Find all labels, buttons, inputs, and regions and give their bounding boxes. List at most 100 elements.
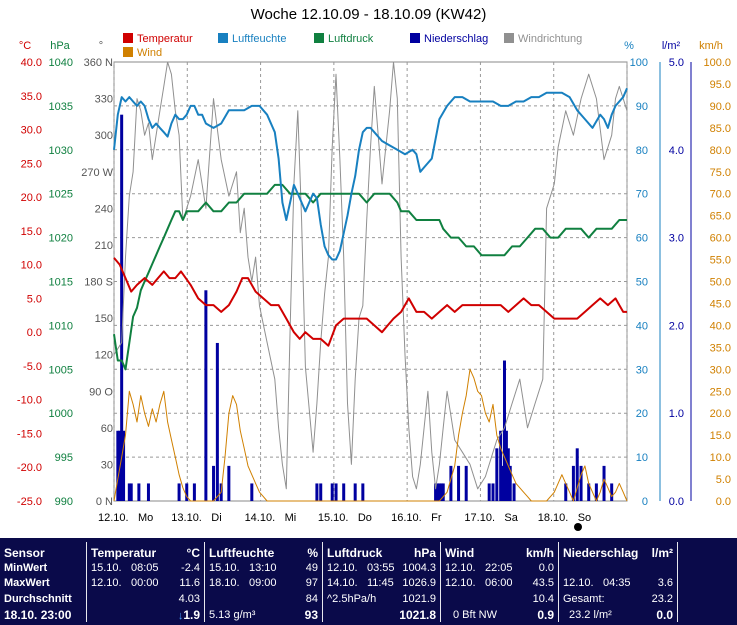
rain-bar xyxy=(334,483,338,501)
pressure-title: Luftdruck xyxy=(327,546,383,560)
rain-axis-tick: 1.0 xyxy=(669,408,684,420)
rain-axis-tick: 4.0 xyxy=(669,145,684,157)
rain-bar xyxy=(146,483,150,501)
wind-axis-tick: 30.0 xyxy=(710,364,731,376)
humidity-axis-tick: 20 xyxy=(636,408,648,420)
temperature-title: Temperatur xyxy=(91,546,157,560)
direction-axis-tick: 180 S xyxy=(84,277,113,289)
moon-icon xyxy=(574,523,582,531)
direction-axis-tick: 0 N xyxy=(96,496,113,508)
temperature-unit: °C xyxy=(186,546,200,560)
rain-bar xyxy=(610,483,614,501)
rain-bar xyxy=(122,430,126,501)
temperature-column: Temperatur °C 15.10. 08:05 -2.4 12.10. 00:00… xyxy=(87,538,204,625)
direction-axis-tick: 150 xyxy=(95,313,113,325)
rain-bar xyxy=(495,448,499,501)
wind-axis-tick: 20.0 xyxy=(710,408,731,420)
temperature-max-time: 00:00 xyxy=(131,577,159,589)
temperature-min-date: 15.10. xyxy=(91,562,122,574)
temperature-axis-tick: 0.0 xyxy=(27,327,42,339)
summary-table: Sensor MinWert MaxWert Durchschnitt 18.1… xyxy=(0,538,737,625)
x-day-label: Mo xyxy=(138,512,153,524)
legend-label-4: Windrichtung xyxy=(518,33,582,45)
rain-current: 0.0 xyxy=(656,608,673,622)
rain-bar xyxy=(435,483,439,501)
humidity-unit: % xyxy=(307,546,318,560)
rain-axis-tick: 2.0 xyxy=(669,320,684,332)
rain-axis-tick: 0.0 xyxy=(669,496,684,508)
humidity-min-time: 13:10 xyxy=(249,562,277,574)
rain-bar xyxy=(439,483,443,501)
temperature-axis-tick: 10.0 xyxy=(21,260,42,272)
temperature-axis-tick: 5.0 xyxy=(27,293,42,305)
pressure-axis-tick: 1020 xyxy=(49,233,73,245)
x-date-label: 17.10. xyxy=(464,512,495,524)
wind-axis-tick: 15.0 xyxy=(710,430,731,442)
wind-speed-line xyxy=(113,368,628,502)
humidity-min: 49 xyxy=(305,562,318,574)
rain-bar xyxy=(441,483,445,501)
humidity-min-date: 15.10. xyxy=(209,562,240,574)
wind-max-time: 06:00 xyxy=(485,577,513,589)
wind-axis-tick: 80.0 xyxy=(710,145,731,157)
legend-swatch-3 xyxy=(410,33,420,43)
rain-unit: l/m² xyxy=(651,546,673,560)
rain-bar xyxy=(120,114,124,502)
direction-axis-tick: 60 xyxy=(101,423,113,435)
wind-column: Wind km/h 12.10. 22:05 0.0 12.10. 06:00 43.5 … xyxy=(441,538,558,625)
row-labels-column: Sensor MinWert MaxWert Durchschnitt 18.1… xyxy=(0,538,86,625)
rain-axis-tick: 5.0 xyxy=(669,57,684,69)
humidity-axis-tick: 100 xyxy=(630,57,648,69)
rain-bar xyxy=(330,483,334,501)
rain-bar xyxy=(353,483,357,501)
wind-axis-tick: 55.0 xyxy=(710,255,731,267)
temperature-axis-tick: -5.0 xyxy=(23,361,42,373)
rain-bar xyxy=(491,483,495,501)
x-date-label: 15.10. xyxy=(318,512,349,524)
pressure-axis-tick: 995 xyxy=(55,452,73,464)
humidity-axis-tick: 30 xyxy=(636,364,648,376)
wind-current: 0.9 xyxy=(537,608,554,622)
rain-total: 23.2 xyxy=(651,593,673,605)
temperature-axis-tick: 20.0 xyxy=(21,192,42,204)
wind-axis-tick: 50.0 xyxy=(710,277,731,289)
rain-max: 3.6 xyxy=(657,577,673,589)
x-date-label: 18.10. xyxy=(538,512,569,524)
rain-bar xyxy=(449,465,453,501)
rain-bar xyxy=(129,483,133,501)
humidity-axis-tick: 10 xyxy=(636,452,648,464)
temperature-axis-tick: -10.0 xyxy=(17,395,42,407)
rain-total-label: Gesamt: xyxy=(563,593,605,605)
rain-bar xyxy=(506,448,510,501)
temperature-axis-unit: °C xyxy=(19,40,31,52)
temperature-axis-tick: 40.0 xyxy=(21,57,42,69)
direction-axis-tick: 330 xyxy=(95,94,113,106)
wind-title: Wind xyxy=(445,546,475,560)
legend-label-0: Temperatur xyxy=(137,33,193,45)
humidity-axis-tick: 80 xyxy=(636,145,648,157)
rain-bar xyxy=(464,465,468,501)
pressure-axis-tick: 1030 xyxy=(49,145,73,157)
wind-axis-unit: km/h xyxy=(699,40,723,52)
wind-beaufort: 0 Bft NW xyxy=(453,609,498,621)
rain-bar xyxy=(571,465,575,501)
pressure-axis-tick: 1010 xyxy=(49,320,73,332)
temperature-avg: 4.03 xyxy=(178,593,200,605)
durchschnitt-label: Durchschnitt xyxy=(4,593,72,605)
pressure-min-date: 12.10. xyxy=(327,562,358,574)
sensor-label: Sensor xyxy=(4,546,45,560)
wind-axis-tick: 95.0 xyxy=(710,79,731,91)
pressure-axis-unit: hPa xyxy=(50,40,70,52)
rain-max-time: 04:35 xyxy=(603,577,631,589)
rain-bar xyxy=(575,448,579,501)
wind-axis-tick: 90.0 xyxy=(710,101,731,113)
minwert-label: MinWert xyxy=(4,562,48,574)
wind-max: 43.5 xyxy=(532,577,554,589)
direction-axis-tick: 240 xyxy=(95,203,113,215)
pressure-avg: 1021.9 xyxy=(402,593,436,605)
x-day-label: Do xyxy=(358,512,372,524)
legend-swatch-4 xyxy=(504,33,514,43)
pressure-unit: hPa xyxy=(413,546,436,560)
x-day-label: Sa xyxy=(504,512,518,524)
rain-bar xyxy=(502,360,506,501)
